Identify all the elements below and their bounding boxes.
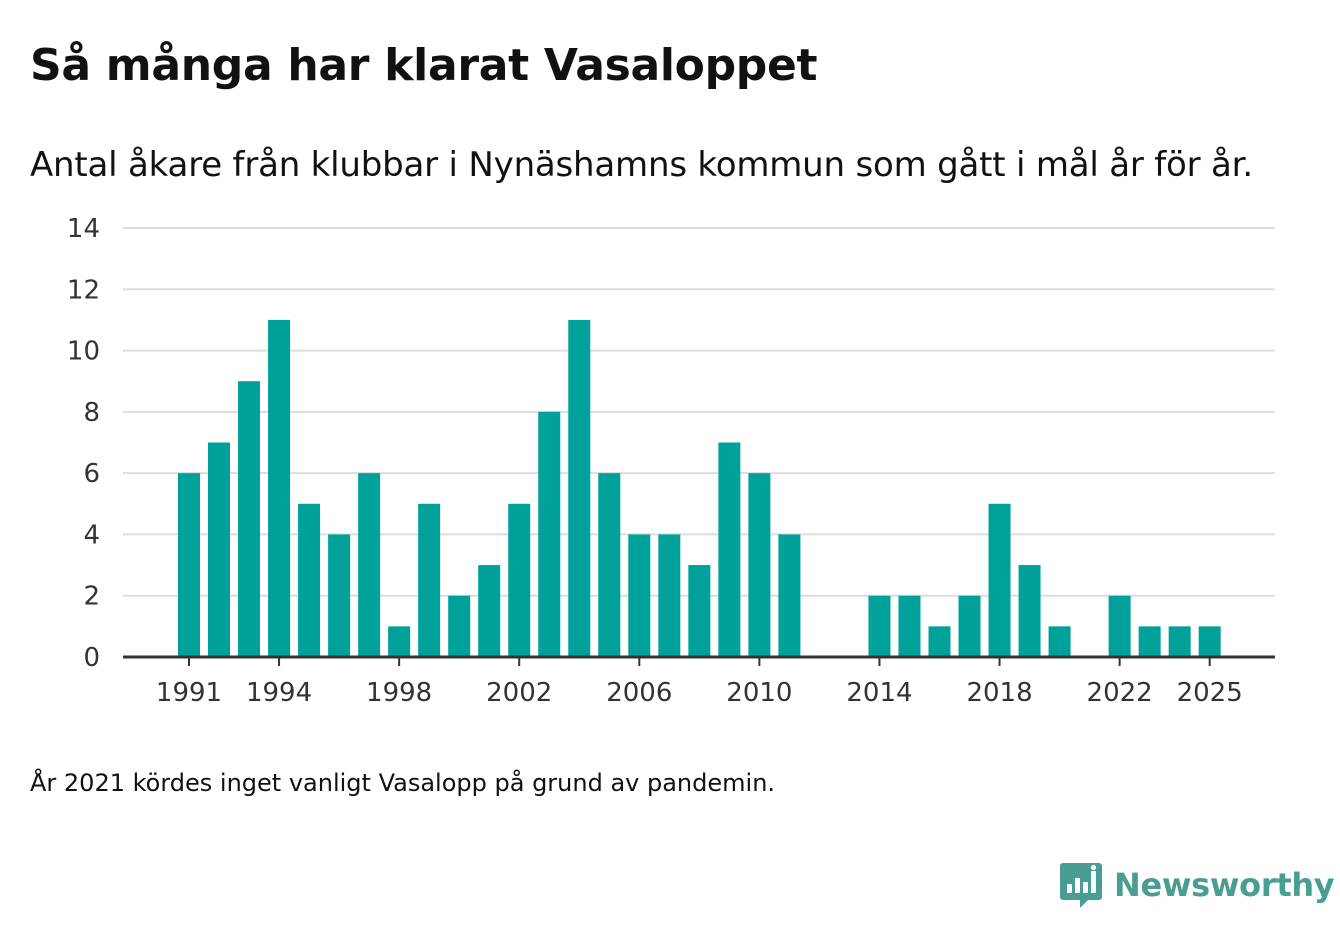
bar-1992 bbox=[208, 442, 231, 657]
bar-1994 bbox=[268, 319, 291, 657]
bar-2010 bbox=[748, 473, 771, 657]
bar-2025 bbox=[1198, 626, 1221, 657]
y-tick-label: 0 bbox=[83, 643, 100, 673]
x-tick-label: 2002 bbox=[486, 678, 552, 708]
bar-chart: 0 2 4 6 8 10 12 14 1991 1994 1998 2002 2006 2010 2014 2… bbox=[67, 214, 1275, 708]
bar-2014 bbox=[868, 595, 891, 657]
x-tick-label: 2014 bbox=[846, 678, 912, 708]
gridlines bbox=[123, 227, 1275, 597]
x-tick-label: 1998 bbox=[366, 678, 432, 708]
bar-2015 bbox=[898, 595, 921, 657]
y-tick-label: 10 bbox=[67, 337, 100, 367]
brand-logo: Newsworthy bbox=[1060, 861, 1335, 909]
x-tick-label: 2025 bbox=[1177, 678, 1243, 708]
bar-2007 bbox=[658, 534, 681, 657]
bar-2002 bbox=[508, 503, 531, 657]
bar-1997 bbox=[358, 473, 381, 657]
bar-2006 bbox=[628, 534, 651, 657]
x-tick-label: 2018 bbox=[966, 678, 1032, 708]
x-tick-label: 2010 bbox=[726, 678, 792, 708]
bar-2001 bbox=[478, 565, 501, 657]
y-tick-label: 14 bbox=[67, 214, 100, 244]
bar-1995 bbox=[298, 503, 321, 657]
bar-1998 bbox=[388, 626, 411, 657]
chart-title: Så många har klarat Vasaloppet bbox=[30, 40, 818, 91]
bar-2004 bbox=[568, 319, 591, 657]
bar-2020 bbox=[1048, 626, 1071, 657]
y-tick-label: 6 bbox=[83, 459, 100, 489]
bar-2018 bbox=[988, 503, 1011, 657]
bar-1991 bbox=[178, 473, 200, 657]
bar-2005 bbox=[598, 473, 621, 657]
bar-2008 bbox=[688, 565, 711, 657]
chart-subtitle: Antal åkare från klubbar i Nynäshamns ko… bbox=[30, 145, 1253, 185]
x-tick-label: 2022 bbox=[1087, 678, 1153, 708]
bar-2024 bbox=[1168, 626, 1191, 657]
y-tick-label: 12 bbox=[67, 275, 100, 305]
bar-1996 bbox=[328, 534, 351, 657]
y-tick-label: 2 bbox=[83, 582, 100, 612]
brand-name: Newsworthy bbox=[1114, 866, 1335, 904]
bar-2011 bbox=[778, 534, 801, 657]
footnote: År 2021 kördes inget vanligt Vasalopp på… bbox=[30, 769, 776, 797]
x-tick-label: 1991 bbox=[156, 678, 222, 708]
bar-2016 bbox=[928, 626, 951, 657]
bar-1993 bbox=[238, 381, 261, 657]
bar-2019 bbox=[1018, 565, 1041, 657]
x-tick-label: 1994 bbox=[246, 678, 312, 708]
bar-2009 bbox=[718, 442, 741, 657]
bar-1999 bbox=[418, 503, 441, 657]
bar-2003 bbox=[538, 411, 561, 657]
y-tick-label: 8 bbox=[83, 398, 100, 428]
bar-2022 bbox=[1108, 595, 1131, 657]
x-tick-label: 2006 bbox=[606, 678, 672, 708]
axes: 0 2 4 6 8 10 12 14 1991 1994 1998 2002 2006 2010 2014 2… bbox=[67, 214, 1275, 708]
bar-2000 bbox=[448, 595, 471, 657]
bar-chart-speech-bubble-icon bbox=[1060, 863, 1102, 908]
bars bbox=[178, 319, 1221, 657]
bar-2023 bbox=[1138, 626, 1161, 657]
y-tick-label: 4 bbox=[83, 520, 100, 550]
bar-2017 bbox=[958, 595, 981, 657]
